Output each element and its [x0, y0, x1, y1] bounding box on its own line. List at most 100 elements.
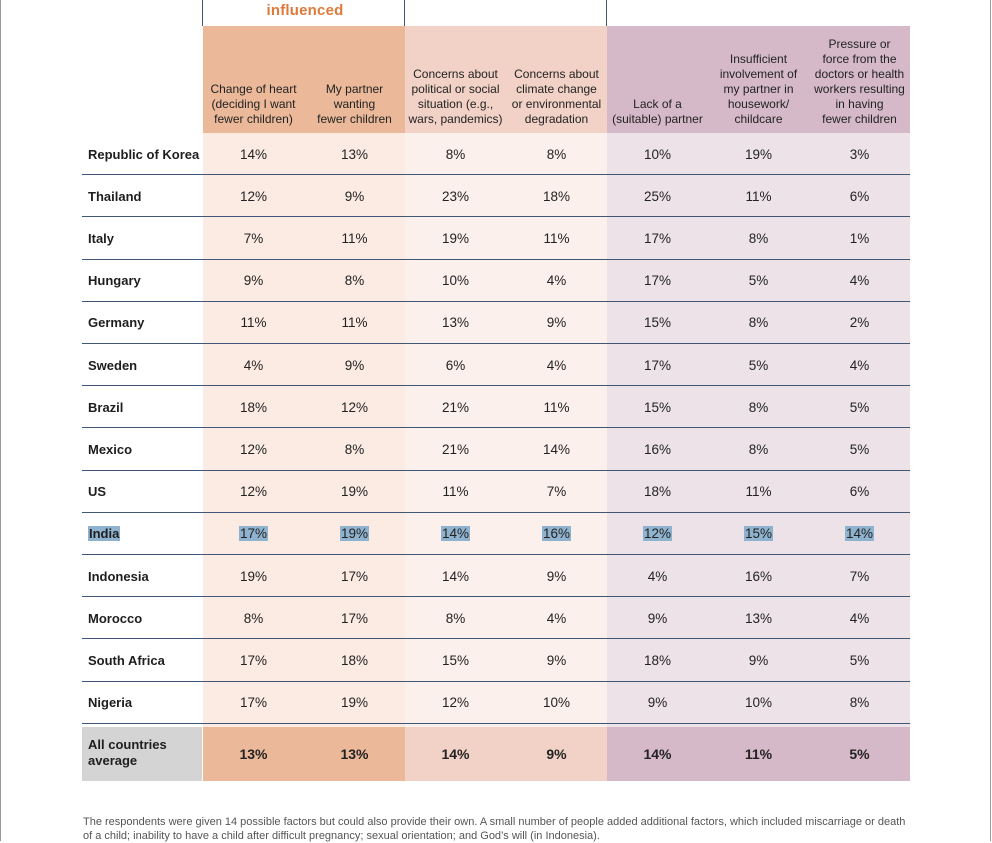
cell-value: 18% [239, 399, 268, 415]
cell-value: 14% [441, 568, 470, 584]
row-rule [82, 259, 910, 260]
table-cell: 14% [405, 555, 506, 597]
table-cell: 9% [506, 302, 607, 344]
cell-value: 17% [239, 652, 268, 668]
table-cell: 9% [203, 260, 304, 302]
page-frame-left [0, 0, 1, 841]
table-cell: 6% [405, 344, 506, 386]
table-cell: 19% [304, 471, 405, 513]
cell-value: 8% [849, 695, 870, 711]
cell-value: 9% [546, 315, 567, 331]
cell-value: 5% [748, 273, 769, 289]
table-cell: 10% [506, 682, 607, 724]
cell-value: 12% [239, 484, 268, 500]
table-cell: 9% [506, 555, 607, 597]
average-cell: 11% [744, 746, 773, 762]
country-label: India [88, 513, 121, 555]
cell-value: 8% [344, 273, 365, 289]
cell-value: 11% [543, 230, 570, 246]
cell-value: 4% [849, 357, 870, 373]
column-body-bg [203, 133, 304, 727]
row-rule [82, 174, 910, 175]
cell-value: 21% [441, 399, 470, 415]
cell-value: 8% [445, 146, 466, 162]
cell-value: 5% [849, 441, 870, 457]
table-cell: 18% [506, 175, 607, 217]
column-header: Pressure or force from the doctors or he… [814, 37, 905, 126]
group-divider [202, 0, 203, 26]
cell-value: 5% [849, 399, 870, 415]
column-header: Concerns about climate change or environ… [511, 67, 602, 126]
cell-value: 5% [748, 357, 769, 373]
cell-value: 14% [844, 526, 875, 542]
table-cell: 8% [203, 597, 304, 639]
cell-value: 9% [546, 652, 567, 668]
table-cell: 14% [506, 428, 607, 470]
table-cell: 8% [708, 302, 809, 344]
cell-value: 19% [441, 230, 470, 246]
cell-value: 5% [849, 652, 870, 668]
table-cell: 10% [607, 133, 708, 175]
cell-value: 2% [849, 315, 870, 331]
table-cell: 9% [506, 639, 607, 681]
cell-value: 10% [542, 695, 571, 711]
table-cell: 18% [607, 471, 708, 513]
cell-value: 17% [239, 695, 268, 711]
cell-value: 18% [643, 652, 672, 668]
table-cell: 17% [304, 597, 405, 639]
cell-value: 4% [243, 357, 264, 373]
cell-value: 9% [344, 357, 365, 373]
table-cell: 8% [405, 133, 506, 175]
cell-value: 8% [546, 146, 567, 162]
cell-value: 7% [546, 484, 567, 500]
cell-value: 4% [546, 610, 567, 626]
column-body-bg [304, 133, 405, 727]
table-cell: 6% [809, 471, 910, 513]
cell-value: 10% [441, 273, 470, 289]
table-cell: 9% [607, 597, 708, 639]
country-label: Italy [88, 230, 115, 246]
table-cell: 8% [506, 133, 607, 175]
table-cell: 9% [708, 639, 809, 681]
table-cell: 17% [203, 682, 304, 724]
table-cell: 5% [708, 344, 809, 386]
cell-value: 19% [340, 484, 369, 500]
table-cell: 3% [809, 133, 910, 175]
table-cell: 5% [809, 386, 910, 428]
cell-value: 19% [339, 526, 370, 542]
cell-value: 4% [546, 357, 567, 373]
table-cell: 7% [506, 471, 607, 513]
footnote: The respondents were given 14 possible f… [83, 816, 906, 842]
table-cell: 17% [607, 217, 708, 259]
table-cell: 7% [809, 555, 910, 597]
table-cell: 19% [304, 513, 405, 555]
table-cell: 17% [203, 513, 304, 555]
group-label: influenced [266, 2, 344, 19]
cell-value: 19% [744, 146, 773, 162]
column-average-bg [405, 727, 506, 781]
row-rule [82, 512, 910, 513]
cell-value: 18% [643, 484, 672, 500]
cell-value: 12% [239, 441, 268, 457]
cell-value: 19% [239, 568, 268, 584]
column-body-bg [405, 133, 506, 727]
table-cell: 15% [607, 302, 708, 344]
cell-value: 16% [643, 441, 672, 457]
cell-value: 13% [744, 610, 773, 626]
table-cell: 8% [304, 428, 405, 470]
cell-value: 7% [243, 230, 264, 246]
group-divider [404, 0, 405, 26]
country-label: Hungary [88, 273, 141, 289]
table-cell: 19% [708, 133, 809, 175]
country-label: US [88, 484, 107, 500]
table-cell: 10% [708, 682, 809, 724]
table-cell: 12% [203, 471, 304, 513]
cell-value: 9% [344, 188, 365, 204]
cell-value: 11% [543, 399, 570, 415]
row-rule [82, 301, 910, 302]
cell-value: 9% [546, 568, 567, 584]
cell-value: 8% [748, 230, 769, 246]
row-rule [82, 343, 910, 344]
table-cell: 15% [708, 513, 809, 555]
table-cell: 8% [809, 682, 910, 724]
